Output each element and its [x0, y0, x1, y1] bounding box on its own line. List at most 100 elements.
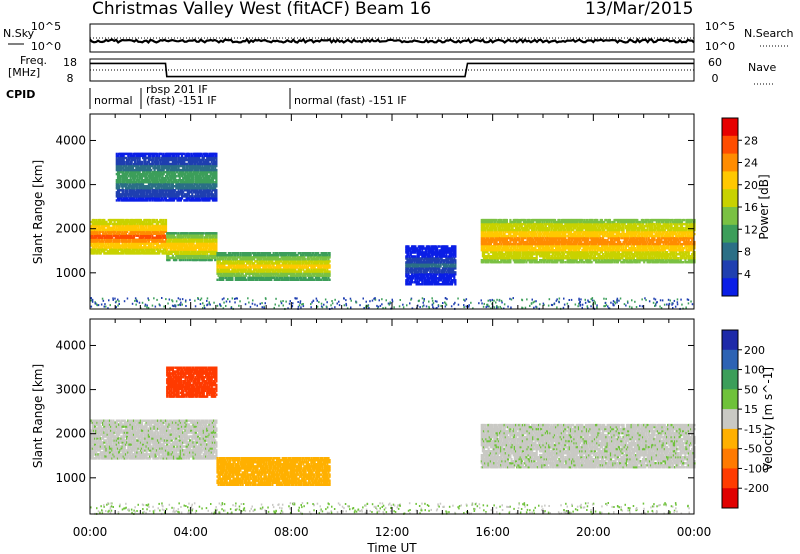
echo-cell — [142, 222, 145, 226]
echo-cell — [214, 256, 217, 260]
echo-cell — [95, 226, 98, 230]
echo-cell — [115, 236, 118, 239]
echo-cell — [210, 244, 213, 247]
echo-cell — [185, 246, 188, 249]
echo-cell — [209, 248, 212, 251]
echo-cell — [209, 232, 212, 235]
echo-cell — [142, 238, 145, 241]
echo-cell — [222, 258, 225, 261]
echo-cell — [120, 240, 123, 243]
echo-cell — [219, 266, 222, 269]
nave-tick-top: 60 — [708, 56, 722, 69]
echo-cell — [142, 220, 145, 224]
echo-cell — [186, 252, 189, 255]
echo-cell — [151, 218, 154, 222]
echo-cell — [219, 270, 222, 273]
echo-cell — [156, 244, 160, 247]
echo-cell — [154, 224, 157, 228]
echo-cell — [112, 224, 115, 228]
echo-cell — [178, 256, 181, 260]
echo-cell — [139, 222, 142, 226]
echo-cell — [110, 250, 113, 253]
echo-cell — [103, 250, 106, 253]
echo-cell — [211, 238, 214, 241]
echo-cell — [184, 256, 187, 260]
echo-cell — [100, 246, 104, 249]
echo-cell — [156, 234, 160, 237]
echo-cell — [164, 242, 168, 245]
echo-cell — [240, 264, 243, 267]
echo-cell — [107, 238, 110, 241]
echo-cell — [108, 222, 112, 226]
echo-cell — [215, 248, 218, 251]
echo-cell — [177, 240, 180, 243]
echo-cell — [146, 252, 149, 255]
echo-cell — [210, 250, 213, 253]
echo-cell — [98, 224, 101, 228]
echo-cell — [151, 248, 154, 251]
echo-cell — [102, 234, 105, 237]
echo-cell — [120, 234, 123, 237]
echo-cell — [136, 244, 139, 247]
echo-cell — [201, 254, 204, 258]
echo-cell — [152, 248, 155, 251]
echo-cell — [209, 234, 212, 237]
echo-cell — [126, 234, 129, 237]
echo-cell — [185, 242, 188, 245]
echo-cell — [210, 240, 213, 243]
echo-cell — [124, 246, 128, 249]
echo-cell — [206, 232, 209, 235]
echo-cell — [110, 242, 113, 245]
echo-cell — [254, 268, 257, 271]
echo-cell — [172, 248, 176, 251]
echo-cell — [261, 256, 264, 259]
echo-cell — [122, 218, 125, 222]
echo-cell — [129, 248, 132, 251]
echo-cell — [170, 234, 173, 237]
echo-cell — [132, 236, 136, 239]
echo-cell — [193, 232, 196, 235]
echo-cell — [103, 246, 106, 249]
echo-cell — [263, 272, 266, 275]
echo-cell — [242, 276, 245, 279]
echo-cell — [243, 276, 247, 279]
echo-cell — [128, 248, 131, 251]
echo-cell — [232, 262, 235, 265]
echo-cell — [238, 278, 241, 281]
echo-cell — [134, 222, 137, 226]
echo-cell — [128, 228, 131, 232]
echo-cell — [178, 246, 181, 249]
echo-cell — [105, 224, 108, 228]
echo-cell — [144, 232, 147, 235]
echo-cell — [203, 254, 206, 258]
echo-cell — [95, 236, 98, 239]
echo-cell — [194, 234, 197, 237]
echo-cell — [145, 240, 148, 243]
echo-cell — [214, 238, 217, 241]
echo-cell — [186, 254, 189, 258]
echo-cell — [230, 266, 233, 269]
echo-cell — [242, 254, 245, 257]
echo-cell — [209, 250, 212, 253]
echo-cell — [134, 248, 137, 251]
echo-cell — [247, 266, 250, 269]
echo-cell — [214, 248, 217, 251]
noise-tick-bottom-left: 10^0 — [31, 40, 61, 53]
echo-cell — [218, 272, 221, 275]
echo-cell — [261, 272, 264, 275]
echo-cell — [144, 222, 147, 226]
echo-cell — [256, 270, 259, 273]
date-title: 13/Mar/2015 — [585, 0, 693, 19]
echo-cell — [91, 228, 94, 232]
echo-cell — [110, 228, 113, 232]
echo-cell — [258, 264, 261, 267]
echo-cell — [91, 238, 94, 241]
echo-cell — [167, 256, 170, 260]
echo-cell — [230, 274, 233, 277]
echo-cell — [119, 236, 122, 239]
echo-cell — [242, 256, 245, 259]
frequency-trace — [90, 62, 694, 78]
echo-cell — [227, 272, 230, 275]
echo-cell — [148, 232, 152, 235]
echo-cell — [513, 245, 516, 248]
